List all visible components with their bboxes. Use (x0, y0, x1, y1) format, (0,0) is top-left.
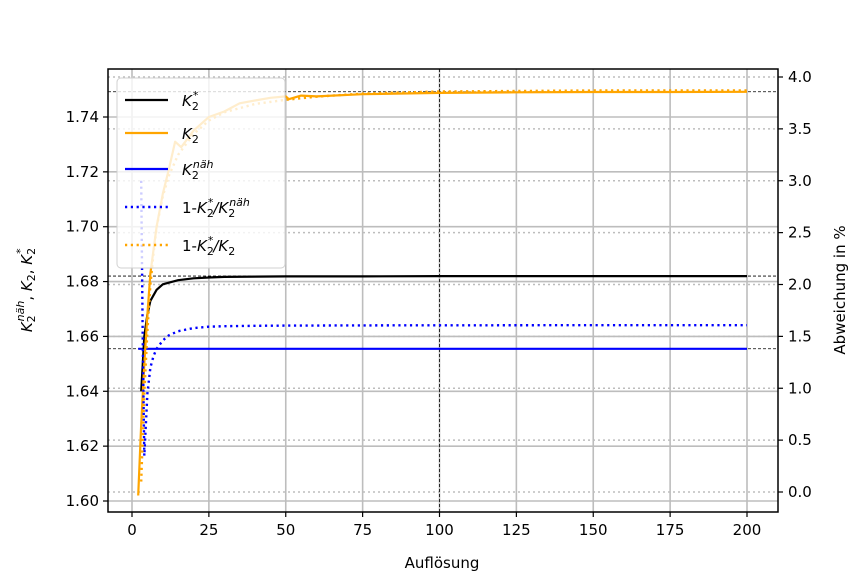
y-right-tick-label: 2.0 (788, 276, 812, 294)
x-tick-label: 175 (656, 521, 685, 539)
legend-label: K2* (182, 89, 199, 113)
y-axis-left-label: K2näh, K2, K2* (14, 248, 38, 332)
y-right-tick-label: 4.0 (788, 68, 812, 86)
legend-label: 1-K2*/K2näh (182, 196, 250, 220)
y-right-tick-label: 3.0 (788, 172, 812, 190)
y-tick-label: 1.62 (66, 437, 99, 455)
y-tick-label: 1.72 (66, 163, 99, 181)
y-tick-label: 1.64 (66, 382, 99, 400)
y-tick-label: 1.74 (66, 108, 99, 126)
legend-label: 1-K2*/K2 (182, 234, 235, 258)
y-tick-label: 1.66 (66, 327, 99, 345)
x-tick-label: 125 (502, 521, 531, 539)
y-right-tick-label: 0.0 (788, 483, 812, 501)
x-axis-label: Auflösung (405, 554, 480, 572)
y-right-tick-label: 1.0 (788, 379, 812, 397)
y-tick-label: 1.68 (66, 273, 99, 291)
y-axis-right-label: Abweichung in % (831, 225, 849, 354)
x-tick-label: 200 (733, 521, 762, 539)
y-right-tick-label: 1.5 (788, 327, 812, 345)
y-right-tick-label: 2.5 (788, 224, 812, 242)
plot-frame (107, 68, 779, 513)
axis-ticks: 0 25 50 75 100 125 150 175 200 1.60 1.62 1.64 1.66 1.… (66, 68, 812, 539)
x-tick-label: 75 (353, 521, 372, 539)
y-tick-label: 1.60 (66, 492, 99, 510)
series-1-k2-k2n-h (140, 180, 747, 457)
x-tick-label: 25 (199, 521, 218, 539)
y-right-tick-label: 0.5 (788, 431, 812, 449)
svg-text:K2näh, K2, K2*: K2näh, K2, K2* (14, 248, 38, 332)
series-k2- (140, 275, 747, 392)
x-tick-label: 150 (579, 521, 608, 539)
x-tick-label: 50 (276, 521, 295, 539)
y-tick-label: 1.70 (66, 218, 99, 236)
legend-box (116, 77, 286, 269)
x-tick-label: 100 (425, 521, 454, 539)
y-right-tick-label: 3.5 (788, 120, 812, 138)
x-tick-label: 0 (127, 521, 137, 539)
